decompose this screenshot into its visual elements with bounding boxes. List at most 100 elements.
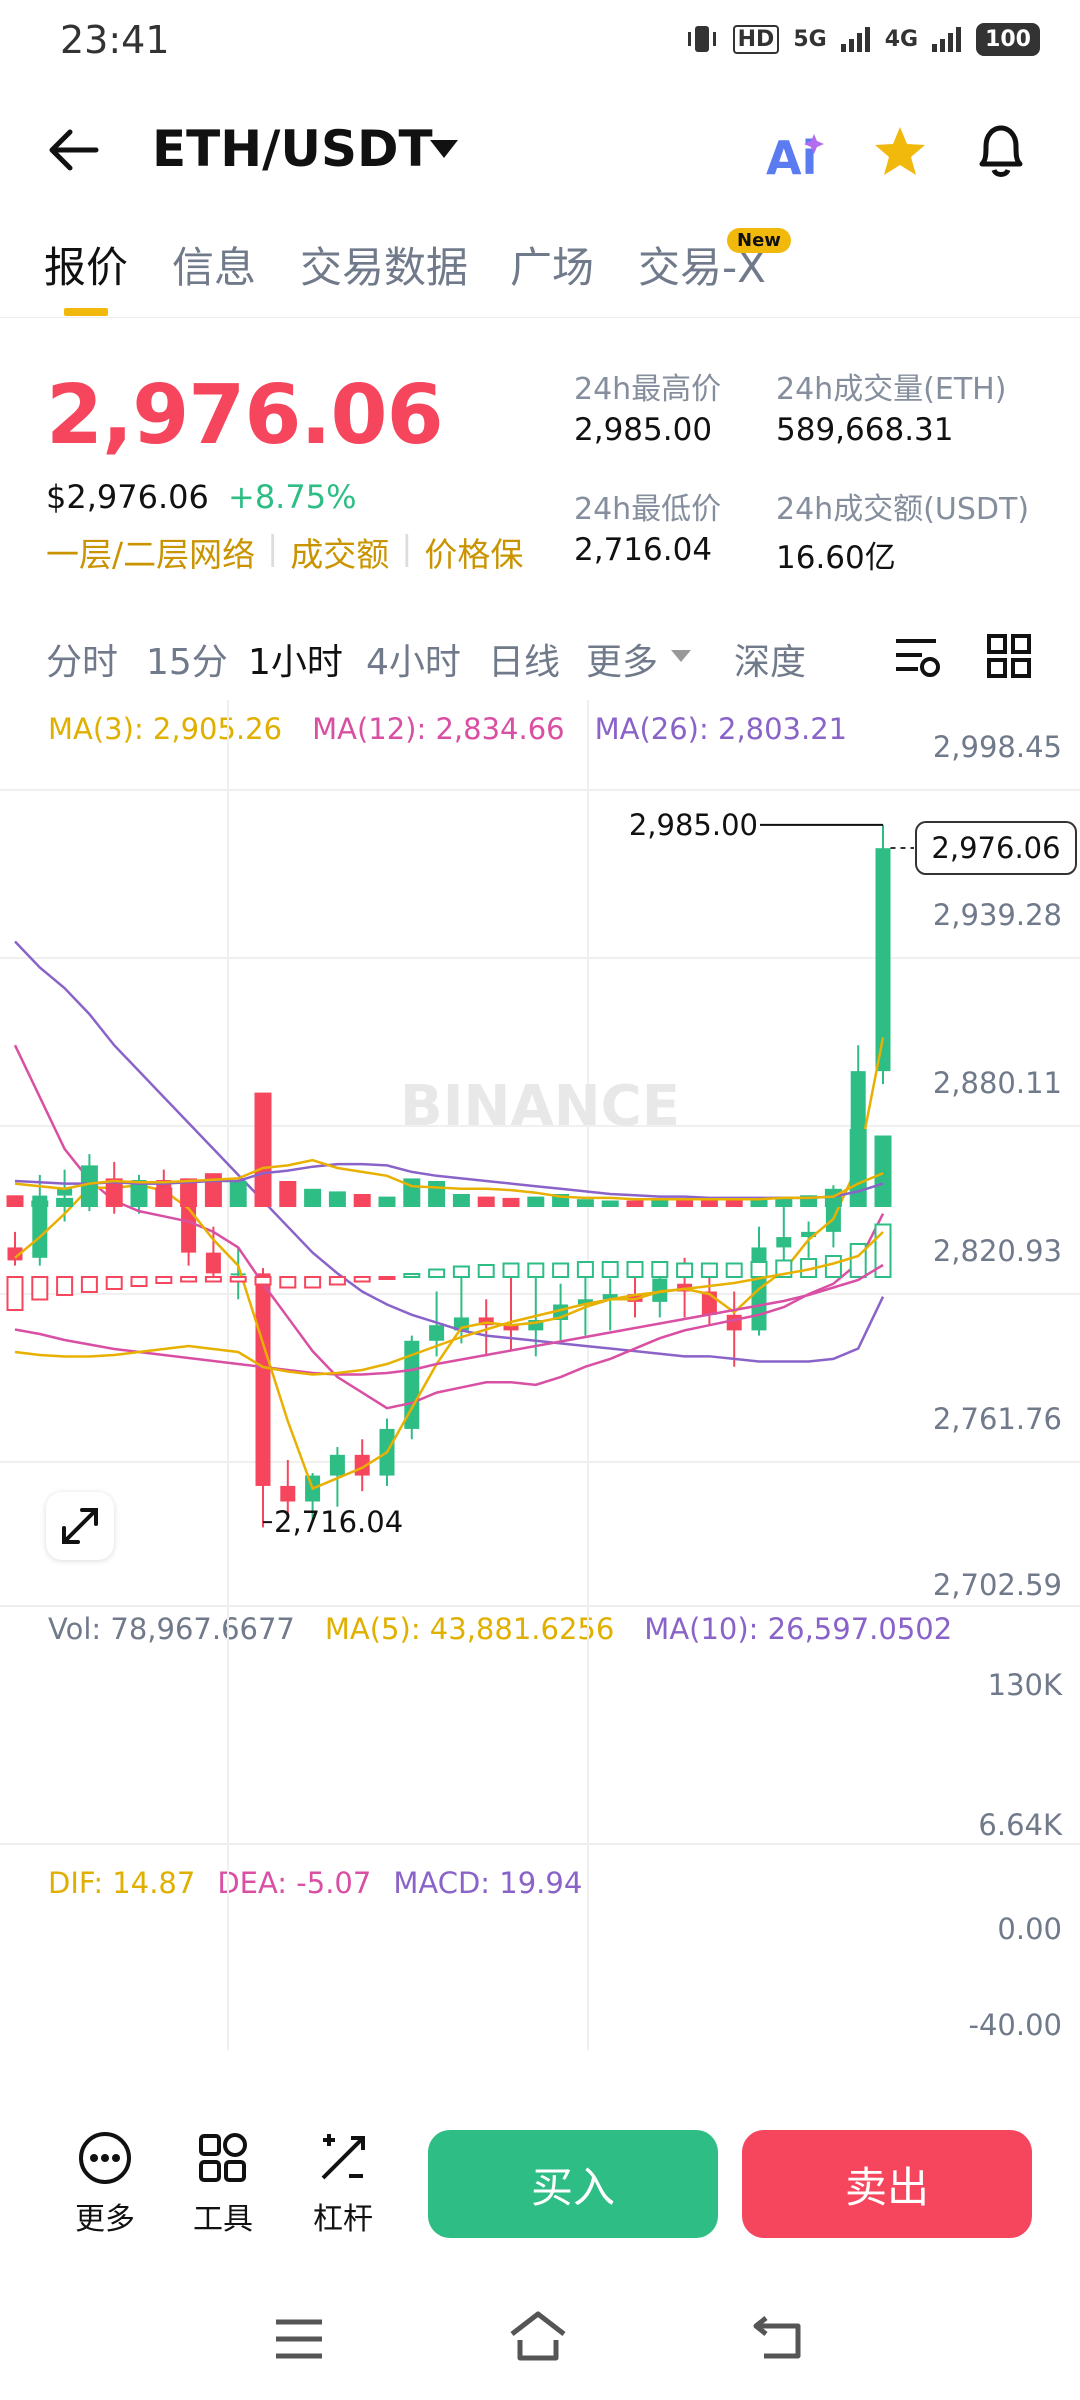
interval-1h[interactable]: 1小时 [248, 642, 343, 683]
hd-icon: HD [732, 24, 780, 54]
interval-1d[interactable]: 日线 [488, 642, 561, 683]
tab-depth[interactable]: 深度 [734, 642, 807, 683]
volume-bar [254, 1092, 272, 1207]
signal-icon-2 [932, 27, 962, 52]
tab-square[interactable]: 广场 [510, 243, 595, 292]
candle-body [230, 1273, 246, 1276]
macd-histogram-bar [849, 1243, 867, 1278]
price-axis-label: 2,998.45 [932, 730, 1062, 764]
candle-body [875, 848, 891, 1072]
volume-bar [700, 1200, 718, 1207]
macd-histogram-bar [279, 1276, 297, 1289]
divider: | [401, 528, 413, 567]
volume-bar [849, 1129, 867, 1207]
home-icon[interactable] [506, 2308, 570, 2364]
current-price-box [915, 821, 1077, 876]
more-button[interactable]: 更多 [55, 2130, 155, 2238]
interval-tabs: 分时 15分 1小时 4小时 日线 更多 深度 [0, 625, 1080, 685]
grid-layout-icon[interactable] [986, 633, 1032, 679]
binance-watermark: BINANCE [400, 1074, 680, 1139]
macd-histogram-bar [378, 1276, 396, 1280]
bottom-action-bar: 更多 工具 杠杆 买入 卖出 [0, 2120, 1080, 2260]
tab-info[interactable]: 信息 [172, 243, 257, 292]
volume-bar [56, 1197, 74, 1207]
volume-bar [31, 1200, 49, 1207]
volume-bar [229, 1181, 247, 1207]
candle-body [801, 1231, 817, 1238]
macd-histogram-bar [576, 1261, 594, 1278]
back-nav-icon[interactable] [752, 2310, 808, 2362]
ai-icon[interactable]: Ai [764, 128, 824, 180]
menu-icon[interactable] [272, 2316, 326, 2362]
stat-low-label: 24h最低价 [574, 492, 722, 527]
macd-histogram-bar [824, 1255, 842, 1278]
chevron-down-icon[interactable] [428, 138, 460, 162]
chart-grid [0, 700, 1080, 2050]
volume-bar [428, 1181, 446, 1207]
favorite-star-icon[interactable] [872, 124, 928, 180]
sell-button[interactable]: 卖出 [742, 2130, 1032, 2238]
interval-4h[interactable]: 4小时 [366, 642, 461, 683]
leverage-button[interactable]: 杠杆 [293, 2130, 393, 2238]
candle-body [726, 1314, 742, 1331]
ma12-value: MA(12): 2,834.66 [312, 712, 565, 746]
candle-body [32, 1195, 48, 1258]
macd-histogram-bar [477, 1264, 495, 1278]
macd-legend: DIF: 14.87 DEA: -5.07 MACD: 19.94 [48, 1866, 582, 1900]
price-axis-label: 2,761.76 [932, 1402, 1062, 1436]
tools-button[interactable]: 工具 [173, 2130, 273, 2238]
volume-bar [725, 1199, 743, 1207]
macd-histogram-bar [552, 1262, 570, 1278]
more-chevron-icon[interactable] [670, 649, 692, 663]
status-time: 23:41 [60, 18, 170, 62]
chart-settings-icon[interactable] [892, 635, 942, 679]
macd-histogram-bar [353, 1276, 371, 1283]
dea-value: DEA: -5.07 [217, 1866, 372, 1900]
macd-histogram-bar [229, 1276, 247, 1283]
volume-axis-label: 130K [987, 1668, 1062, 1702]
annotations: 2,985.00 2,716.04 2,976.06 [263, 808, 1077, 1539]
candle-body [57, 1187, 73, 1196]
stat-high-label: 24h最高价 [574, 372, 722, 407]
candle-body [255, 1273, 271, 1486]
volume-bar [378, 1196, 396, 1207]
volume-bar [601, 1200, 619, 1207]
macd-histogram-bar [180, 1276, 198, 1283]
volume-bar [180, 1178, 198, 1207]
tag-volume[interactable]: 成交额 [290, 535, 390, 574]
macd-histogram-bar [204, 1276, 222, 1283]
buy-button[interactable]: 买入 [428, 2130, 718, 2238]
high-marker-label: 2,985.00 [629, 808, 758, 842]
tag-price-protect[interactable]: 价格保 [424, 535, 524, 574]
tab-quote[interactable]: 报价 [44, 243, 129, 292]
bell-icon[interactable] [972, 120, 1030, 182]
interval-timeline[interactable]: 分时 [46, 642, 119, 683]
tab-trade-data[interactable]: 交易数据 [300, 243, 469, 292]
volume-bar [676, 1199, 694, 1207]
tag-layer-network[interactable]: 一层/二层网络 [46, 535, 256, 574]
network-4g-icon: 4G [884, 26, 919, 52]
low-marker-label: 2,716.04 [274, 1505, 403, 1539]
candlestick-chart[interactable]: BINANCE 2,985.00 2,716.04 2,976.06 [0, 700, 1080, 2100]
status-bar: 23:41 HD 5G 4G 100 [0, 0, 1080, 90]
volume-bar [800, 1195, 818, 1207]
interval-15m[interactable]: 15分 [146, 642, 228, 683]
main-tabs: 报价 信息 交易数据 广场 交易-X New [0, 222, 1080, 318]
back-arrow-icon[interactable] [48, 128, 100, 172]
macd-histogram-bar [527, 1262, 545, 1278]
trading-pair-title[interactable]: ETH/USDT [152, 120, 433, 178]
battery-icon: 100 [976, 22, 1040, 56]
macd-histogram-bar [676, 1262, 694, 1278]
candle-body [677, 1283, 693, 1292]
macd-histogram-bar [700, 1262, 718, 1278]
dea-line [14, 1263, 884, 1376]
stat-volume: 589,668.31 [776, 412, 954, 448]
interval-more[interactable]: 更多 [586, 642, 659, 683]
expand-chart-button[interactable] [46, 1492, 114, 1560]
volume-bar [452, 1194, 470, 1207]
macd-histogram-bar [403, 1273, 421, 1278]
macd-histogram-bar [105, 1276, 123, 1290]
price-axis-label: 2,820.93 [932, 1234, 1062, 1268]
volume-bar [576, 1199, 594, 1207]
vol-ma5-value: MA(5): 43,881.6256 [324, 1612, 615, 1646]
